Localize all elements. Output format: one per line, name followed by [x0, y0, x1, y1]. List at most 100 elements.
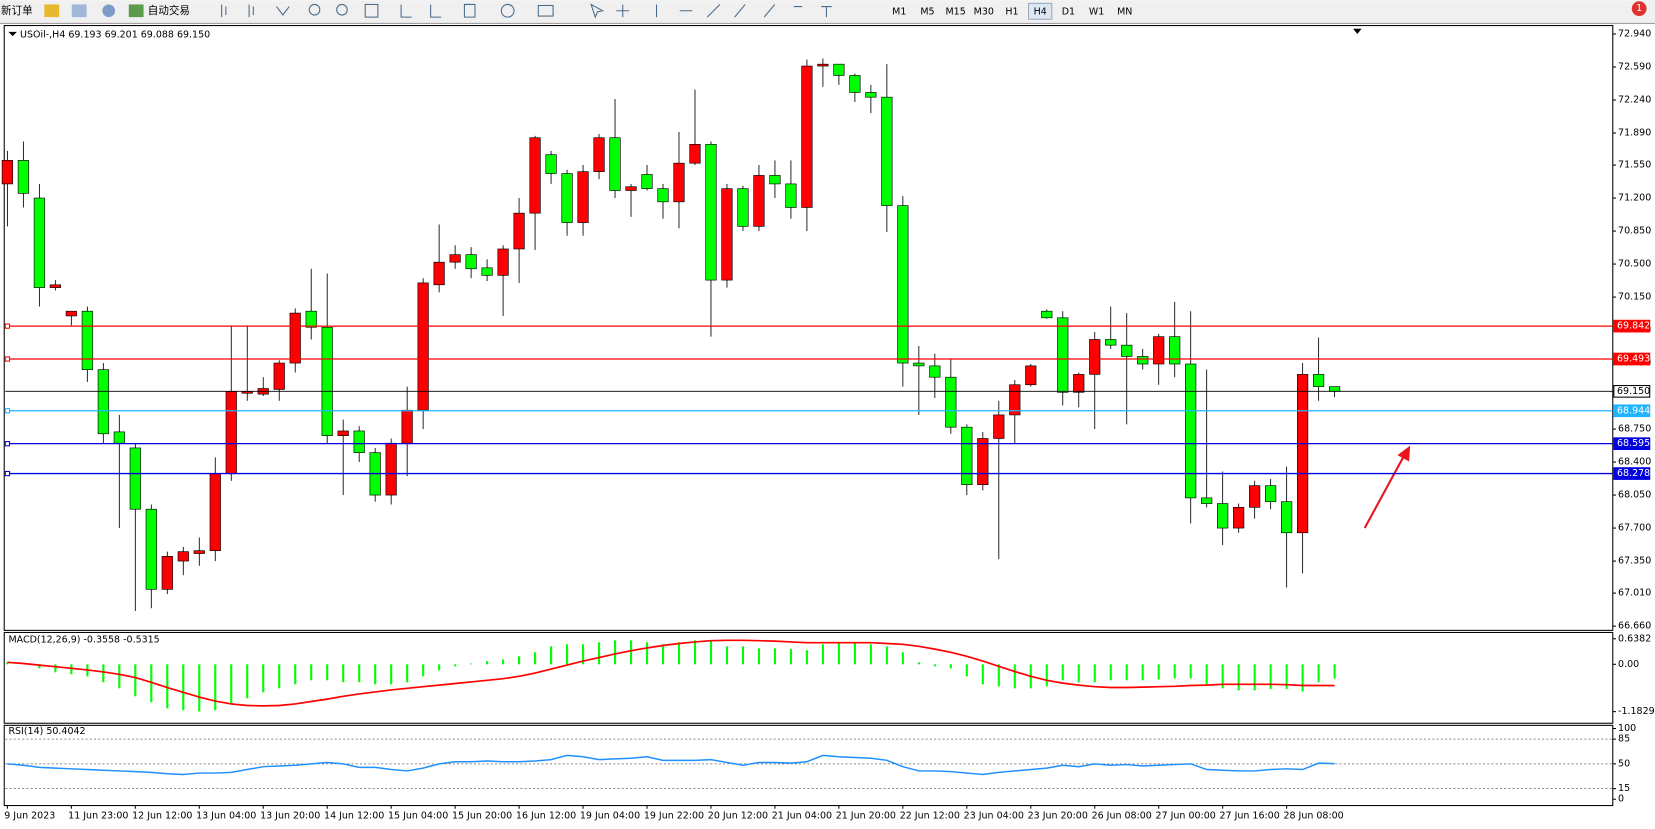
price-line-handle — [4, 441, 11, 447]
candle-body — [321, 326, 333, 436]
macd-signal — [7, 639, 1335, 707]
candle-body — [1153, 336, 1165, 365]
candle-body — [1009, 384, 1021, 416]
candle-body — [1137, 356, 1149, 365]
y-tick-label: 68.750 — [1618, 424, 1651, 435]
y-tick-label: 67.010 — [1618, 588, 1651, 599]
candle-body — [305, 310, 317, 328]
candle-body — [129, 447, 141, 510]
candle-body — [1105, 339, 1117, 346]
arrow-shaft — [1363, 455, 1405, 529]
candle-body — [97, 369, 109, 435]
candle-body — [113, 431, 125, 444]
timeframe-button[interactable]: M1 — [892, 6, 906, 17]
candle-body — [273, 362, 285, 390]
candle-body — [1313, 374, 1325, 387]
x-tick-label: 27 Jun 16:00 — [1220, 811, 1280, 822]
y-tick-label: 66.660 — [1618, 621, 1651, 632]
candle-body — [929, 365, 941, 378]
candle-body — [1217, 503, 1229, 529]
timeframe-selected — [1028, 2, 1053, 20]
candle-body — [433, 261, 445, 286]
timeframe-button[interactable]: M30 — [974, 6, 994, 17]
candle-body — [865, 92, 877, 98]
candle-body — [657, 188, 669, 203]
price-label-box — [1613, 352, 1651, 366]
icon — [221, 4, 290, 18]
price-label: 69.493 — [1617, 354, 1650, 365]
candle-body — [1265, 485, 1277, 502]
x-tick-label: 16 Jun 12:00 — [516, 811, 576, 822]
rsi-title: RSI(14) 50.4042 — [8, 726, 85, 737]
icon — [336, 3, 348, 16]
x-tick-label: 27 Jun 00:00 — [1156, 811, 1216, 822]
timeframe-button[interactable]: M15 — [946, 6, 966, 17]
candle-body — [785, 183, 797, 208]
timeframe-button[interactable]: H4 — [1034, 6, 1047, 17]
candle-body — [705, 143, 717, 281]
x-tick-label: 12 Jun 12:00 — [132, 811, 192, 822]
timeframe-button[interactable]: D1 — [1062, 6, 1075, 17]
y-tick-label: 85 — [1618, 734, 1630, 745]
price-label-box — [1613, 404, 1651, 418]
y-tick-label: 71.200 — [1618, 193, 1651, 204]
x-tick-label: 15 Jun 20:00 — [452, 811, 512, 822]
x-tick-label: 23 Jun 04:00 — [964, 811, 1024, 822]
y-tick-label: 70.500 — [1618, 259, 1651, 270]
candle-body — [177, 551, 189, 562]
price-label-box — [1613, 437, 1651, 451]
x-tick-label: 28 Jun 08:00 — [1283, 811, 1343, 822]
y-tick-label: 71.550 — [1618, 160, 1651, 171]
icon — [400, 3, 476, 18]
toolbar — [0, 0, 1655, 24]
macd-title: MACD(12,26,9) -0.3558 -0.5315 — [8, 634, 159, 645]
price-label-box — [1613, 467, 1651, 480]
timeframe-button[interactable]: H1 — [1005, 6, 1018, 17]
notification-badge — [1631, 1, 1647, 17]
candle-body — [641, 174, 653, 189]
candle-body — [65, 310, 77, 317]
x-tick-label: 11 Jun 23:00 — [68, 811, 128, 822]
new-order-button[interactable]: 新订单 — [1, 4, 33, 17]
candle-body — [897, 205, 909, 364]
candle-body — [337, 430, 349, 436]
candle-body — [561, 173, 573, 223]
auto-trading-button[interactable]: 自动交易 — [148, 4, 190, 17]
candle-body — [1169, 336, 1181, 365]
candle-body — [881, 96, 893, 206]
candle-body — [1281, 501, 1293, 534]
candle-body — [577, 171, 589, 223]
price-label-box — [1613, 385, 1651, 398]
y-tick-label: -1.1829 — [1618, 706, 1655, 717]
x-tick-label: 22 Jun 12:00 — [900, 811, 960, 822]
y-tick-label: 71.890 — [1618, 127, 1651, 138]
candle-body — [993, 414, 1005, 439]
candle-body — [513, 212, 525, 250]
timeframe-button[interactable]: W1 — [1089, 6, 1104, 17]
timeframe-button[interactable]: MN — [1117, 6, 1132, 17]
price-label: 69.150 — [1617, 386, 1650, 397]
macd-pane — [3, 631, 1614, 724]
candle-body — [801, 65, 813, 208]
x-tick-label: 14 Jun 12:00 — [324, 811, 384, 822]
candle-body — [1, 160, 13, 185]
x-tick-label: 19 Jun 22:00 — [644, 811, 704, 822]
icon — [128, 4, 144, 18]
y-tick-label: 67.350 — [1618, 556, 1651, 567]
candle-body — [385, 442, 397, 496]
x-tick-label: 23 Jun 20:00 — [1028, 811, 1088, 822]
y-tick-label: 67.700 — [1618, 523, 1651, 534]
candle-body — [593, 137, 605, 172]
icon — [590, 3, 832, 19]
candle-body — [753, 175, 765, 227]
icon — [500, 3, 515, 18]
timeframe-button[interactable]: M5 — [920, 6, 934, 17]
candle-body — [1041, 310, 1053, 319]
candle-body — [33, 197, 45, 288]
candle-body — [945, 376, 957, 428]
toolbar-icons — [221, 3, 832, 19]
price-label-box — [1613, 319, 1651, 333]
price-label: 68.595 — [1617, 438, 1650, 449]
candle-body — [721, 188, 733, 281]
